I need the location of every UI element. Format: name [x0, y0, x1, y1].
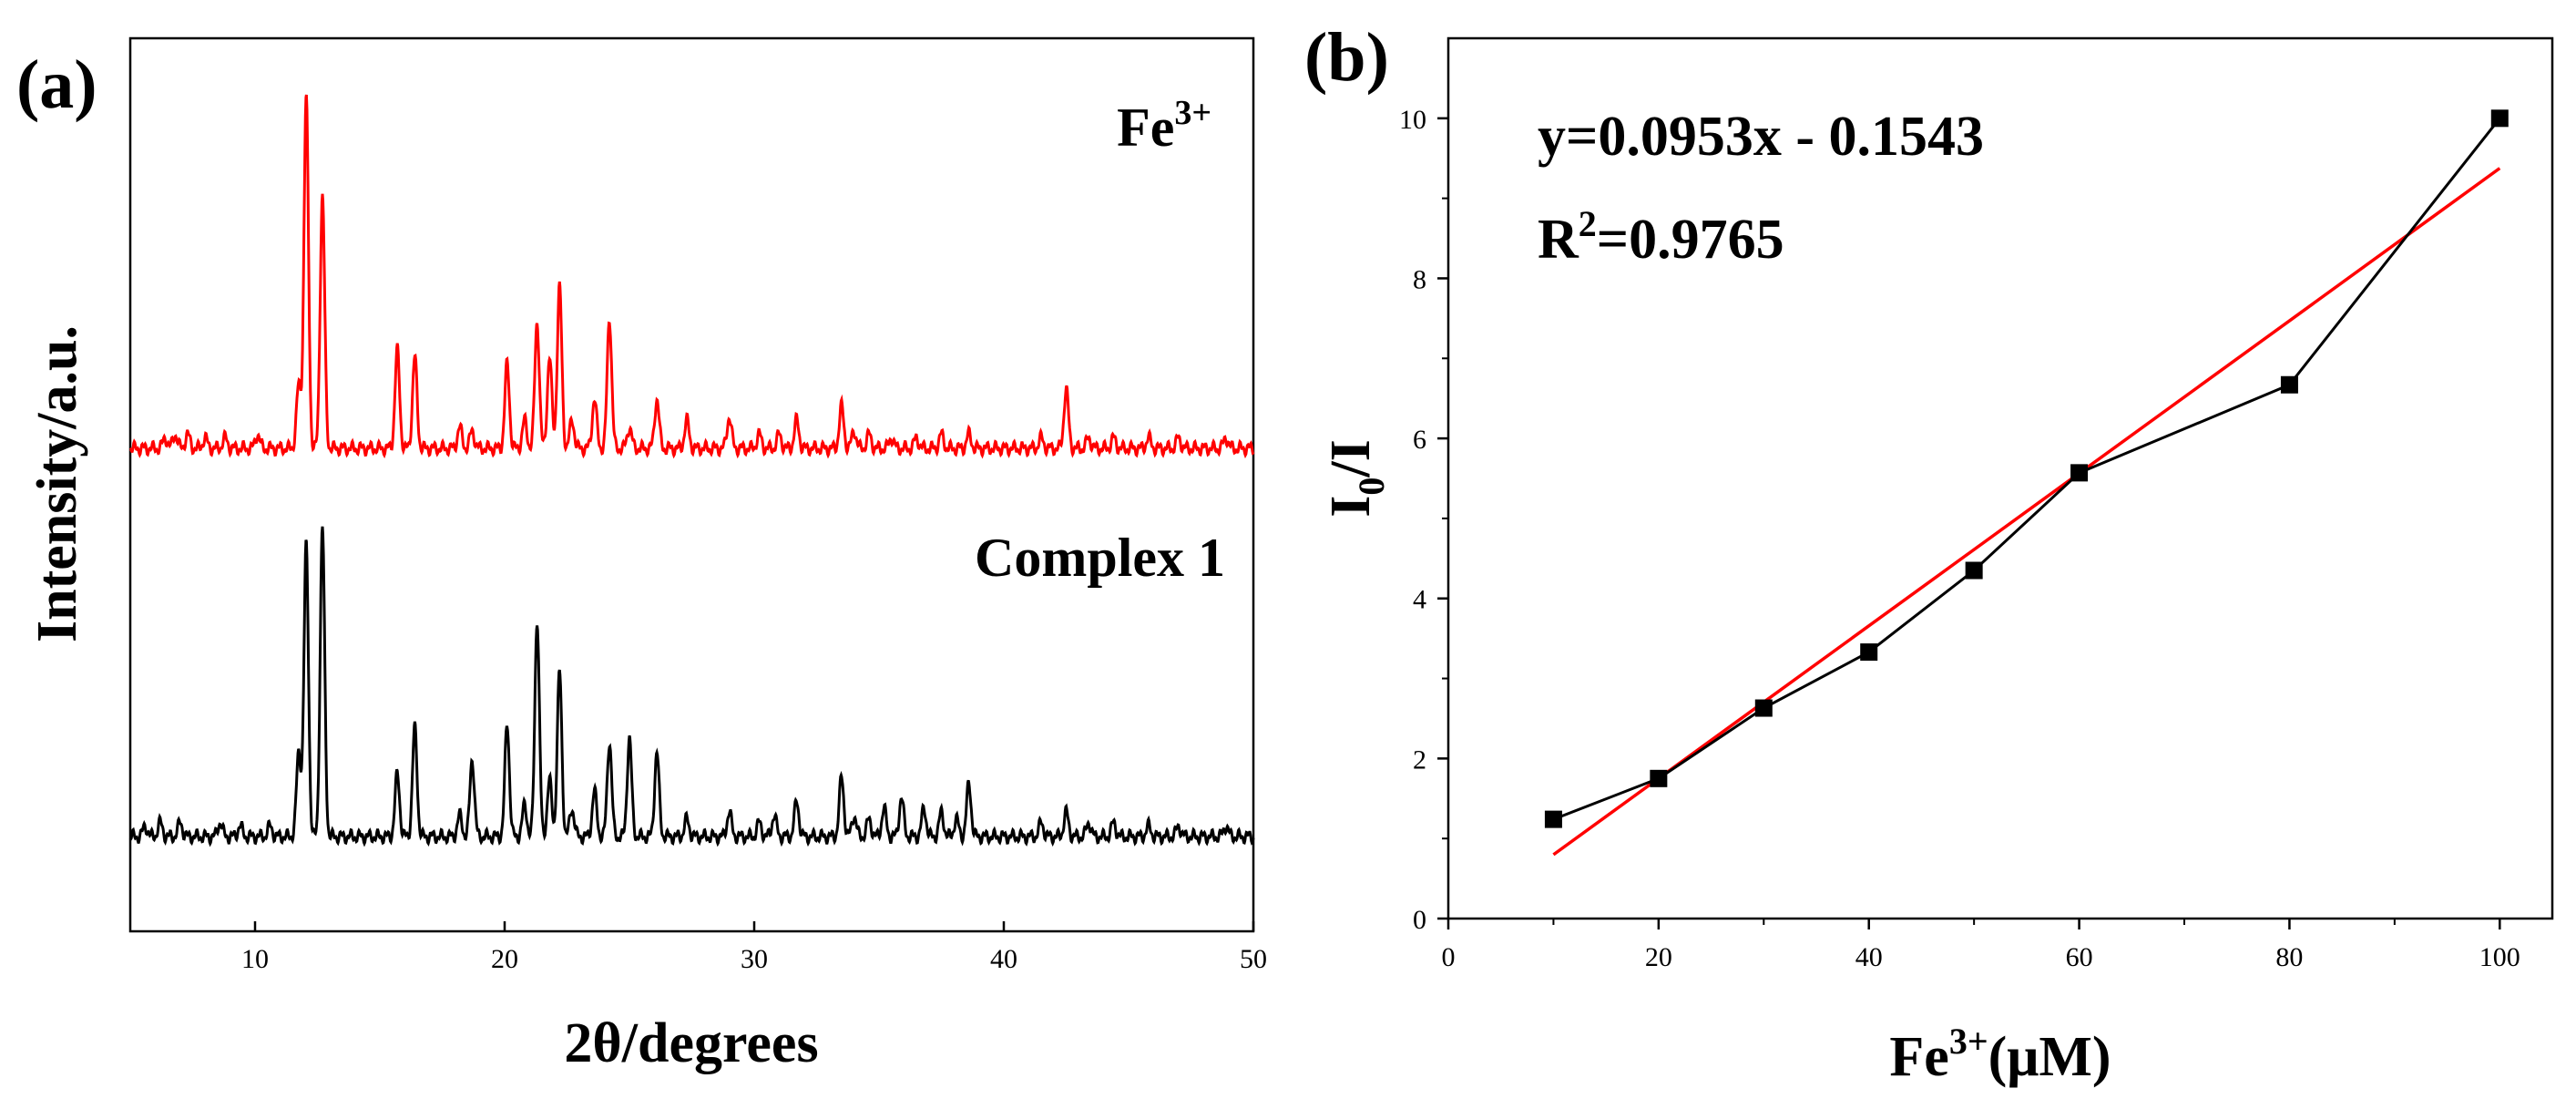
panel-a-x-axis-label: 2θ/degrees [564, 1012, 818, 1074]
panel-b-x-tick-label: 20 [1645, 942, 1672, 972]
series-label-fe3: Fe3+ [1117, 94, 1211, 158]
panel-b-axis-ticks: 0 20 40 60 80 100 0 2 4 6 8 10 [1399, 105, 2520, 972]
panel-b-fit-group [1552, 167, 2501, 857]
panel-b-y-tick-label: 0 [1413, 905, 1426, 935]
panel-a-x-tick-label: 30 [741, 944, 768, 974]
panel-b-y-tick-label: 6 [1413, 425, 1426, 455]
panel-b-plot-frame [1446, 36, 2554, 920]
panel-a-x-tick-label: 20 [491, 944, 518, 974]
panel-a-xrd-chart: (a) 10 20 30 40 50 Fe3+ Complex 1 2θ/degrees… [16, 36, 1267, 1074]
panel-b-y-tick-label: 10 [1399, 105, 1426, 135]
data-point [1860, 643, 1878, 662]
panel-a-x-tick-label: 40 [990, 944, 1017, 974]
panel-b-x-tick-label: 40 [1855, 942, 1883, 972]
panel-b-calibration-chart: (b) 0 20 40 60 80 100 0 2 4 6 8 10 y=0.0953x ‑ 0.15… [1304, 19, 2554, 1088]
panel-b-x-tick-label: 80 [2275, 942, 2303, 972]
xrd-pattern-complex-1 [128, 526, 1255, 847]
panel-a-x-tick-label: 10 [241, 944, 269, 974]
data-point [1544, 810, 1562, 828]
panel-a-label: (a) [16, 46, 97, 123]
panel-a-x-ticks: 10 20 30 40 50 [241, 921, 1267, 974]
fit-equation: y=0.0953x ‑ 0.1543 [1538, 106, 1984, 168]
panel-b-x-tick-label: 100 [2479, 942, 2520, 972]
data-point [2280, 375, 2298, 394]
panel-a-x-tick-label: 50 [1240, 944, 1267, 974]
data-point [2490, 109, 2509, 128]
panel-b-x-tick-label: 60 [2066, 942, 2093, 972]
panel-a-series-group [128, 94, 1255, 847]
panel-b-y-tick-label: 8 [1413, 264, 1426, 294]
series-label-complex-1: Complex 1 [975, 528, 1225, 588]
data-point [1965, 561, 1983, 580]
data-point [2070, 464, 2089, 482]
panel-b-y-tick-label: 2 [1413, 744, 1426, 775]
panel-b-y-axis-label: I0/I [1320, 439, 1392, 518]
fit-line [1552, 167, 2501, 857]
panel-a-y-axis-label: Intensity/a.u. [26, 325, 88, 642]
data-point [1754, 699, 1773, 717]
data-connecting-line [1552, 117, 2501, 821]
panel-a-plot-frame [128, 36, 1255, 933]
panel-b-x-tick-label: 0 [1442, 942, 1456, 972]
panel-b-data-group [1544, 109, 2509, 828]
xrd-pattern-fe3 [128, 94, 1255, 459]
panel-b-label: (b) [1304, 19, 1389, 96]
panel-b-y-tick-label: 4 [1413, 585, 1426, 615]
fit-r-squared: R2=0.9765 [1538, 203, 1784, 271]
panel-b-x-axis-label: Fe3+(μM) [1889, 1021, 2111, 1088]
data-point [1650, 769, 1668, 787]
